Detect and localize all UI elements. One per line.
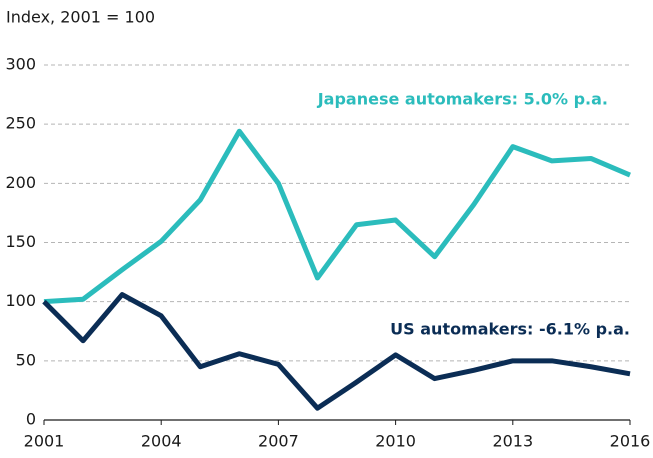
- y-tick-label: 150: [5, 232, 36, 251]
- series-label: US automakers: -6.1% p.a.: [390, 320, 630, 339]
- y-axis-label: Index, 2001 = 100: [6, 8, 155, 27]
- x-tick-label: 2007: [258, 432, 299, 451]
- y-tick-label: 300: [5, 55, 36, 74]
- y-tick-label: 200: [5, 173, 36, 192]
- x-tick-label: 2013: [492, 432, 533, 451]
- y-tick-label: 100: [5, 291, 36, 310]
- series-line: [42, 292, 631, 411]
- series-line: [43, 128, 631, 305]
- x-tick-label: 2004: [141, 432, 182, 451]
- x-tick-label: 2010: [375, 432, 416, 451]
- series-label: Japanese automakers: 5.0% p.a.: [317, 90, 608, 109]
- y-tick-label: 0: [26, 410, 36, 429]
- x-tick-label: 2001: [24, 432, 65, 451]
- x-tick-label: 2016: [610, 432, 651, 451]
- y-tick-label: 50: [16, 350, 36, 369]
- y-tick-label: 250: [5, 114, 36, 133]
